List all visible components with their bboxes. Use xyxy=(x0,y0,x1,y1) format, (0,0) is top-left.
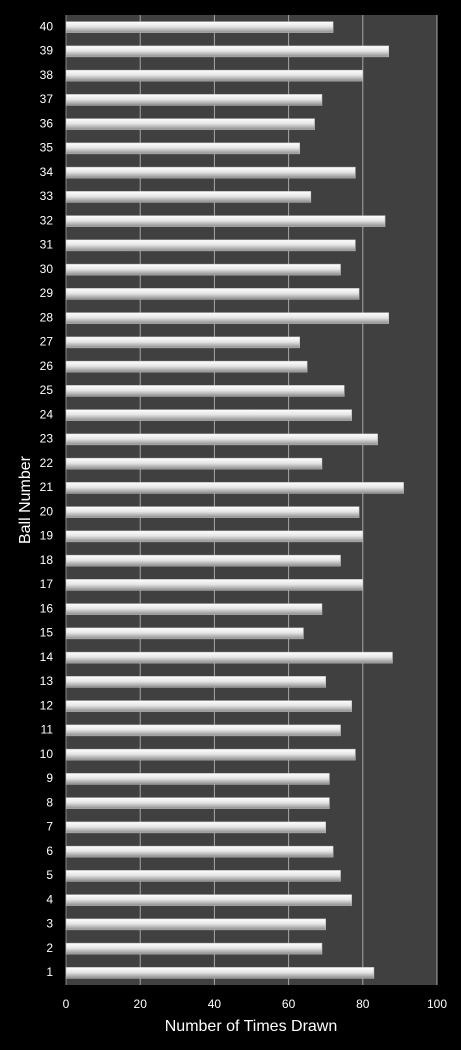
y-tick-label: 24 xyxy=(40,407,54,421)
y-tick-label: 27 xyxy=(40,335,54,349)
y-tick-label: 29 xyxy=(40,286,54,300)
bar xyxy=(65,942,323,955)
y-tick-label: 39 xyxy=(40,44,54,58)
bar xyxy=(65,94,323,106)
y-tick-label: 15 xyxy=(40,626,54,640)
bar xyxy=(65,676,326,688)
y-tick-label: 32 xyxy=(40,213,54,227)
y-tick-label: 30 xyxy=(40,262,54,276)
bar xyxy=(65,288,360,300)
y-tick-label: 26 xyxy=(40,359,54,373)
y-tick-label: 16 xyxy=(40,601,54,615)
y-tick-label: 14 xyxy=(40,650,54,664)
bar xyxy=(65,312,390,324)
bar xyxy=(65,603,323,615)
y-tick-label: 12 xyxy=(40,698,54,712)
bar xyxy=(65,530,364,543)
y-tick-label: 1 xyxy=(46,965,53,979)
y-tick-label: 19 xyxy=(40,529,54,543)
bar xyxy=(65,409,352,421)
bar xyxy=(65,870,341,882)
y-tick-label: 7 xyxy=(46,820,53,834)
y-tick-label: 21 xyxy=(40,480,54,494)
y-tick-label: 6 xyxy=(46,844,53,858)
y-tick-label: 34 xyxy=(40,165,54,179)
y-tick-label: 5 xyxy=(46,868,53,882)
y-tick-label: 25 xyxy=(40,383,54,397)
bar xyxy=(65,118,315,130)
y-tick-label: 4 xyxy=(46,892,53,906)
y-axis-title: Ball Number xyxy=(17,455,34,544)
x-axis-title: Number of Times Drawn xyxy=(165,1018,338,1035)
y-tick-label: 18 xyxy=(40,553,54,567)
plot-area xyxy=(66,15,437,985)
y-tick-label: 17 xyxy=(40,577,54,591)
bar xyxy=(65,45,390,58)
x-tick-label: 40 xyxy=(208,997,222,1011)
y-tick-label: 22 xyxy=(40,456,54,470)
bar xyxy=(65,21,334,33)
bar xyxy=(65,482,404,494)
y-tick-label: 2 xyxy=(46,941,53,955)
bar xyxy=(65,748,356,761)
y-tick-label: 9 xyxy=(46,771,53,785)
y-tick-label: 23 xyxy=(40,432,54,446)
bar xyxy=(65,967,375,979)
x-tick-label: 100 xyxy=(427,997,447,1011)
x-tick-label: 60 xyxy=(282,997,296,1011)
y-tick-label: 3 xyxy=(46,917,53,931)
bar xyxy=(65,579,364,591)
x-tick-label: 80 xyxy=(356,997,370,1011)
y-tick-label: 37 xyxy=(40,92,54,106)
bar xyxy=(65,651,393,664)
bar xyxy=(65,215,386,227)
bar xyxy=(65,821,326,834)
bar xyxy=(65,191,312,203)
bar xyxy=(65,797,330,809)
y-tick-label: 13 xyxy=(40,674,54,688)
y-tick-label: 28 xyxy=(40,310,54,324)
y-tick-label: 20 xyxy=(40,504,54,518)
y-tick-label: 8 xyxy=(46,795,53,809)
bar xyxy=(65,894,352,906)
bar xyxy=(65,385,345,397)
bar xyxy=(65,69,364,82)
x-tick-label: 0 xyxy=(63,997,70,1011)
bar xyxy=(65,433,378,446)
bar xyxy=(65,360,308,373)
bar xyxy=(65,554,341,567)
bar xyxy=(65,166,356,179)
y-tick-label: 11 xyxy=(41,723,54,737)
bar xyxy=(65,263,341,276)
x-tick-label: 20 xyxy=(134,997,148,1011)
bar xyxy=(65,627,304,640)
bar xyxy=(65,845,334,858)
bar xyxy=(65,457,323,470)
bar xyxy=(65,700,352,712)
y-tick-label: 40 xyxy=(40,19,54,33)
y-tick-label: 38 xyxy=(40,68,54,82)
y-tick-label: 36 xyxy=(40,116,54,130)
y-tick-label: 10 xyxy=(40,747,54,761)
y-tick-label: 35 xyxy=(40,141,54,155)
y-tick-label: 31 xyxy=(40,238,54,252)
y-tick-label: 33 xyxy=(40,189,54,203)
bar xyxy=(65,773,330,785)
bar xyxy=(65,239,356,252)
bar xyxy=(65,506,360,518)
bar xyxy=(65,142,300,155)
bar xyxy=(65,336,300,349)
bar xyxy=(65,918,326,931)
bar xyxy=(65,724,341,737)
